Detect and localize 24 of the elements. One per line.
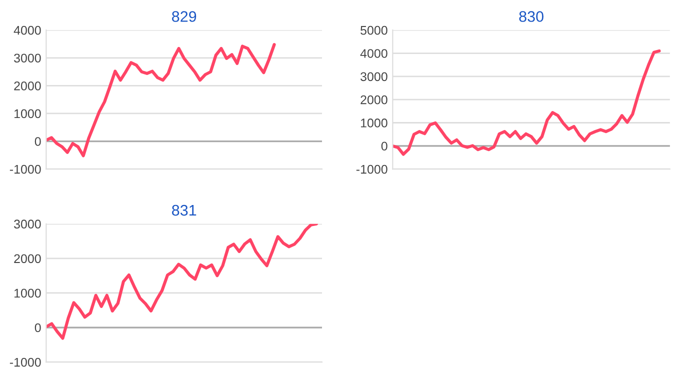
y-tick-label: -1000	[356, 164, 388, 174]
y-tick-label: 2000	[14, 254, 41, 264]
y-tick-label: 3000	[14, 54, 41, 63]
line-series	[46, 43, 276, 158]
y-tick-label: 2000	[360, 95, 388, 104]
chart-title: 831	[172, 204, 196, 216]
y-tick-label: 0	[34, 137, 41, 146]
line-series	[46, 224, 318, 340]
chart-title: 829	[172, 11, 196, 22]
y-tick-label: -1000	[10, 164, 41, 174]
y-tick-label: -1000	[10, 358, 41, 367]
y-tick-label: 4000	[360, 49, 388, 58]
y-tick-label: 0	[34, 323, 41, 332]
chart-title: 830	[519, 11, 544, 22]
y-tick-label: 4000	[14, 26, 41, 35]
y-tick-label: 2000	[14, 81, 41, 90]
y-tick-label: 1000	[360, 118, 388, 128]
y-tick-label: 5000	[360, 26, 388, 35]
y-tick-label: 1000	[14, 109, 41, 118]
y-tick-label: 3000	[14, 220, 41, 229]
line-series	[392, 49, 661, 156]
y-tick-label: 3000	[360, 72, 388, 82]
y-tick-label: 1000	[14, 288, 41, 298]
y-tick-label: 0	[381, 142, 388, 151]
